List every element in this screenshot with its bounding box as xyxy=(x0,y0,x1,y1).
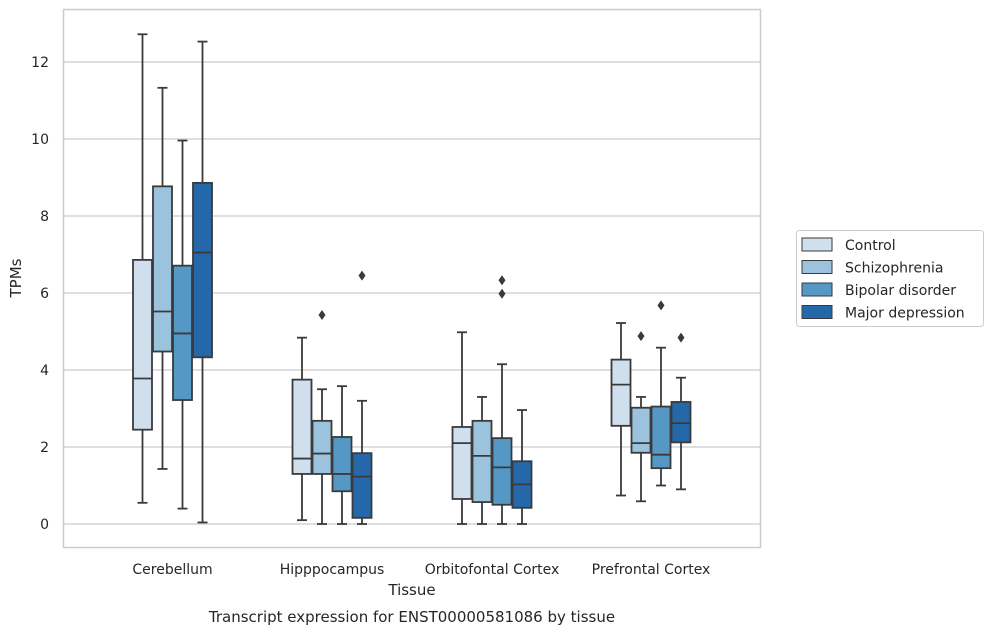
box-iqr xyxy=(610,358,632,427)
box-iqr xyxy=(152,185,173,353)
box-groups xyxy=(132,33,692,525)
box-iqr xyxy=(471,419,493,503)
box-iqr xyxy=(451,426,473,500)
x-axis-label: Tissue xyxy=(387,581,435,599)
legend: Control Schizophrenia Bipolar disorder Majo… xyxy=(796,230,984,327)
box-iqr xyxy=(670,401,692,444)
box-schizophrenia-prefrontal-cortex xyxy=(630,331,652,503)
legend-swatch-control xyxy=(801,237,833,252)
box-iqr xyxy=(630,406,652,454)
y-axis-label: TPMs xyxy=(7,258,25,298)
box-bipolar-disorder-prefrontal-cortex xyxy=(650,300,672,487)
box-major-depression-hipppocampus xyxy=(351,270,373,525)
box-control-cerebellum xyxy=(132,33,153,504)
box-major-depression-prefrontal-cortex xyxy=(670,332,692,491)
legend-swatch-bipolar-disorder xyxy=(801,282,833,297)
outlier-point xyxy=(498,288,506,299)
box-schizophrenia-cerebellum xyxy=(152,86,173,470)
box-major-depression-cerebellum xyxy=(192,40,213,524)
y-tick-label: 10 xyxy=(31,132,49,148)
y-tick-label: 4 xyxy=(40,363,49,379)
box-bipolar-disorder-cerebellum xyxy=(172,139,193,510)
y-tick-label: 2 xyxy=(40,440,49,456)
box-control-orbitofontal-cortex xyxy=(451,331,473,525)
box-iqr xyxy=(311,419,333,475)
legend-label-control: Control xyxy=(845,238,896,254)
y-tick-labels: 0 2 4 6 8 10 12 xyxy=(31,55,49,533)
outlier-point xyxy=(318,309,326,320)
box-bipolar-disorder-hipppocampus xyxy=(331,385,353,525)
outlier-point xyxy=(637,331,645,342)
legend-swatch-major-depression xyxy=(801,305,833,319)
box-iqr xyxy=(291,378,313,475)
legend-frame xyxy=(796,230,984,327)
legend-label-schizophrenia: Schizophrenia xyxy=(845,261,943,277)
box-major-depression-orbitofontal-cortex xyxy=(511,409,533,525)
x-tick-label: Prefrontal Cortex xyxy=(592,562,711,578)
legend-label-major-depression: Major depression xyxy=(845,306,965,322)
box-control-hipppocampus xyxy=(291,336,313,522)
x-tick-label: Cerebellum xyxy=(132,562,212,578)
x-tick-label: Hipppocampus xyxy=(280,562,385,578)
y-tick-label: 6 xyxy=(40,286,49,302)
figure-caption: Transcript expression for ENST0000058108… xyxy=(208,608,615,626)
y-tick-label: 0 xyxy=(40,517,49,533)
box-control-prefrontal-cortex xyxy=(610,322,632,497)
outlier-point xyxy=(358,270,366,281)
outlier-point xyxy=(498,275,506,286)
box-bipolar-disorder-orbitofontal-cortex xyxy=(491,275,513,525)
box-schizophrenia-hipppocampus xyxy=(311,309,333,525)
y-tick-label: 8 xyxy=(40,209,49,225)
plot-area-frame xyxy=(62,8,762,549)
legend-swatch-schizophrenia xyxy=(801,260,833,274)
box-iqr xyxy=(351,452,373,519)
box-iqr xyxy=(650,405,672,470)
legend-label-bipolar-disorder: Bipolar disorder xyxy=(845,283,956,299)
outlier-point xyxy=(657,300,665,311)
box-iqr xyxy=(192,181,213,359)
outlier-point xyxy=(677,332,685,343)
x-tick-labels: Cerebellum Hipppocampus Orbitofontal Corte… xyxy=(132,562,710,578)
box-iqr xyxy=(132,258,153,431)
y-tick-label: 12 xyxy=(31,55,49,71)
x-tick-label: Orbitofontal Cortex xyxy=(425,562,560,578)
box-iqr xyxy=(331,436,353,493)
box-schizophrenia-orbitofontal-cortex xyxy=(471,396,493,525)
box-iqr xyxy=(491,437,513,506)
